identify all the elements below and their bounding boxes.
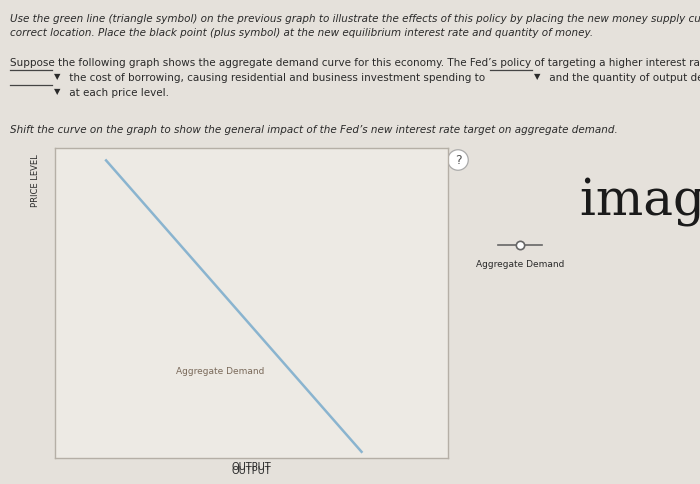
Text: ▼: ▼ <box>534 72 540 81</box>
Text: Use the green line (triangle symbol) on the previous graph to illustrate the eff: Use the green line (triangle symbol) on … <box>10 14 700 24</box>
Text: image 2: image 2 <box>580 178 700 227</box>
Text: Aggregate Demand: Aggregate Demand <box>476 260 564 269</box>
Text: ?: ? <box>455 153 461 166</box>
Text: Suppose the following graph shows the aggregate demand curve for this economy. T: Suppose the following graph shows the ag… <box>10 58 700 68</box>
Text: Shift the curve on the graph to show the general impact of the Fed’s new interes: Shift the curve on the graph to show the… <box>10 125 617 135</box>
Text: ▼: ▼ <box>54 87 60 96</box>
Text: OUTPUT: OUTPUT <box>232 466 272 476</box>
Text: and the quantity of output demanded to: and the quantity of output demanded to <box>546 73 700 83</box>
Text: OUTPUT: OUTPUT <box>232 462 272 472</box>
Text: the cost of borrowing, causing residential and business investment spending to: the cost of borrowing, causing residenti… <box>66 73 485 83</box>
Text: Aggregate Demand: Aggregate Demand <box>176 367 264 376</box>
Text: ▼: ▼ <box>54 72 60 81</box>
Text: at each price level.: at each price level. <box>66 88 169 98</box>
Text: PRICE LEVEL: PRICE LEVEL <box>31 154 39 207</box>
Text: correct location. Place the black point (plus symbol) at the new equilibrium int: correct location. Place the black point … <box>10 28 593 38</box>
